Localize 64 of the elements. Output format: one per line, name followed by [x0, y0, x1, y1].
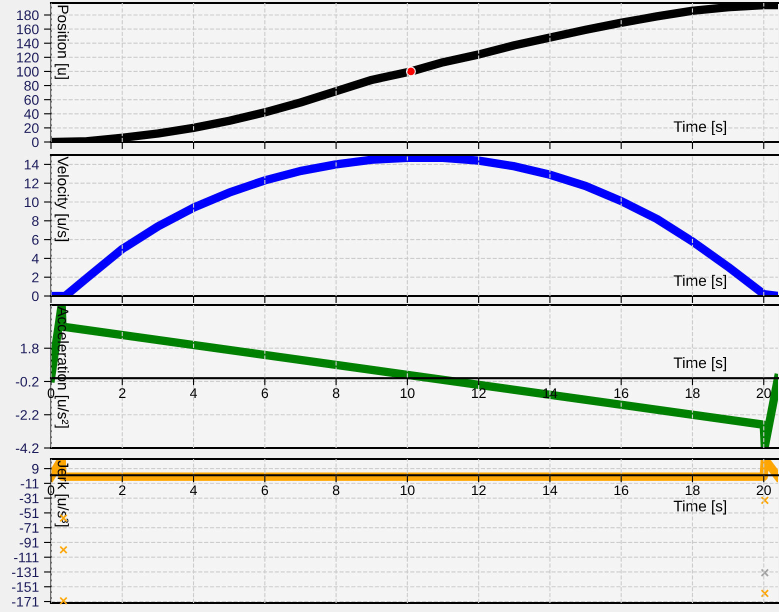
y-tick-label: -111: [14, 552, 39, 562]
x-tick-label: 8: [332, 485, 340, 496]
point: [760, 589, 769, 598]
x-tick-label: 18: [686, 388, 700, 398]
x-tick-label: 6: [262, 388, 268, 398]
y-axis-title: Velocity [u/s]: [54, 156, 69, 242]
y-tick-label: -0.2: [16, 376, 38, 387]
y-tick-label: 14: [24, 160, 39, 170]
x-tick-label: 12: [472, 388, 486, 398]
y-tick-label: 4: [32, 254, 39, 264]
y-tick-label: -71: [20, 523, 39, 533]
y-tick-label: 140: [17, 38, 39, 48]
y-tick-label: -171: [12, 597, 39, 607]
y-tick-label: 120: [17, 52, 39, 62]
y-tick-label: 40: [24, 109, 39, 119]
y-tick-label: 20: [24, 123, 39, 134]
y-tick-label: 180: [17, 10, 39, 20]
x-tick-label: 14: [543, 485, 558, 496]
x-tick-label: 4: [190, 388, 198, 398]
y-tick-label: -31: [20, 493, 39, 504]
y-tick-label: 0: [32, 291, 39, 302]
x-tick-label: 18: [686, 485, 700, 496]
x-axis-title: Time [s]: [674, 356, 726, 372]
y-tick-label: -91: [20, 538, 39, 548]
y-tick-label: 9: [32, 464, 39, 474]
point: [760, 496, 769, 504]
x-axis-title: Time [s]: [674, 120, 726, 136]
x-tick-label: 16: [614, 485, 628, 496]
y-tick-label: -2.2: [16, 410, 38, 420]
y-tick-label: -11: [20, 478, 39, 488]
y-tick-label: 0: [32, 137, 39, 148]
x-tick-label: 20: [756, 388, 771, 398]
x-tick-label: 10: [400, 388, 415, 398]
x-tick-label: 10: [400, 485, 415, 496]
x-axis-title: Time [s]: [674, 500, 726, 514]
y-tick-label: 100: [17, 66, 39, 77]
x-tick-label: 20: [756, 485, 771, 496]
y-tick-label: -4.2: [16, 443, 38, 454]
point: [760, 568, 769, 577]
y-tick-label: 160: [17, 24, 39, 34]
y-tick-label: -51: [20, 508, 39, 518]
y-tick-label: 6: [32, 234, 39, 245]
point: [59, 596, 68, 605]
x-axis-title: Time [s]: [674, 274, 726, 290]
y-tick-label: 12: [24, 178, 38, 188]
x-tick-label: 4: [190, 485, 198, 496]
x-tick-label: 2: [119, 485, 126, 496]
y-tick-label: 10: [24, 197, 39, 208]
y-axis-title: Acceleration [u/s²]: [54, 306, 69, 428]
y-tick-label: 1.8: [20, 344, 39, 354]
y-tick-label: 8: [32, 216, 39, 226]
y-tick-label: 2: [32, 272, 38, 282]
point: [59, 546, 68, 554]
y-tick-label: 60: [24, 95, 39, 105]
y-tick-label: -131: [12, 567, 39, 578]
y-tick-label: -151: [12, 582, 39, 592]
x-tick-label: 14: [543, 388, 558, 398]
x-tick-label: 16: [614, 388, 628, 398]
x-tick-label: 6: [262, 485, 268, 496]
x-tick-label: 12: [472, 485, 486, 496]
y-tick-label: 80: [24, 80, 39, 91]
x-tick-label: 2: [119, 388, 126, 398]
y-axis-title: Position [u]: [54, 6, 69, 79]
x-tick-label: 8: [332, 388, 340, 398]
